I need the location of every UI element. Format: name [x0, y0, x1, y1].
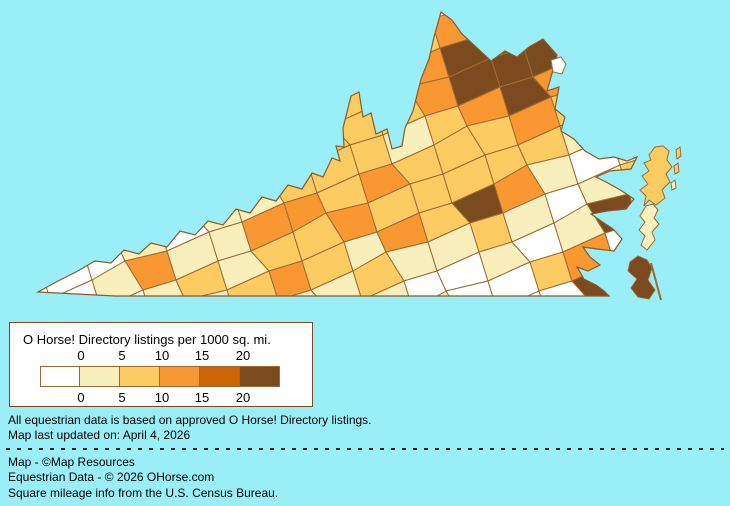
county-cell	[329, 300, 371, 320]
county-cell	[607, 28, 637, 69]
county-cell	[196, 95, 249, 136]
county-cell	[106, 192, 159, 242]
legend-tick-label: 15	[194, 348, 210, 363]
virginia-choropleth-map	[35, 11, 730, 320]
barrier-island	[673, 162, 680, 175]
eastern-shore-south	[638, 203, 660, 251]
legend-ticks-bottom: 0 5 10 15 20	[10, 390, 312, 406]
county-cell	[464, 310, 506, 320]
legend-tick-label: 0	[77, 390, 85, 405]
county-cell	[644, 107, 695, 155]
county-cell	[565, 18, 609, 59]
county-cell	[55, 182, 108, 223]
county-cell	[181, 163, 234, 213]
legend-title: O Horse! Directory listings per 1000 sq.…	[23, 332, 271, 347]
county-cell	[68, 309, 110, 320]
county-cell	[97, 172, 150, 213]
county-cell	[583, 67, 636, 117]
legend-swatch-1	[80, 366, 120, 387]
county-cell	[310, 270, 363, 296]
county-cell	[680, 194, 730, 233]
map-credit: Map - ©Map Resources	[8, 455, 135, 469]
arlington-spot	[550, 56, 567, 75]
legend-tick-label: 0	[77, 348, 85, 363]
county-cell	[38, 201, 66, 242]
legend-color-ramp	[40, 366, 280, 387]
barrier-island	[675, 146, 682, 160]
county-cell	[184, 289, 237, 296]
county-cell	[625, 57, 637, 98]
county-cell	[64, 211, 117, 252]
data-credit: Equestrian Data - © 2026 OHorse.com	[8, 470, 215, 484]
county-cell	[271, 66, 324, 107]
county-cell	[49, 279, 102, 296]
county-cell	[277, 289, 330, 296]
eastern-shore-north	[639, 145, 673, 207]
virginia-beach-area	[627, 255, 656, 300]
legend-tick-label: 20	[235, 390, 251, 405]
county-cell	[142, 279, 186, 296]
county-cell	[538, 280, 591, 296]
county-cell	[574, 38, 627, 88]
barrier-island	[670, 179, 677, 191]
census-credit: Square mileage info from the U.S. Census…	[8, 486, 279, 500]
last-updated-note: Map last updated on: April 4, 2026	[8, 428, 191, 442]
legend-swatch-4	[200, 366, 240, 387]
county-cell	[364, 66, 408, 107]
county-cell	[346, 37, 399, 78]
county-cell	[287, 310, 338, 320]
county-cell	[313, 47, 366, 97]
county-cell	[88, 143, 132, 184]
county-cell	[463, 12, 516, 39]
dashed-separator	[6, 448, 724, 450]
legend-swatch-0	[40, 366, 80, 387]
county-cell	[236, 300, 287, 320]
county-cell	[256, 134, 309, 175]
county-cell	[163, 114, 207, 155]
county-cells	[38, 12, 730, 320]
county-cell	[289, 95, 333, 136]
legend-swatch-3	[160, 366, 200, 387]
county-cell	[110, 319, 161, 320]
county-cell	[203, 319, 245, 320]
county-cell	[121, 124, 174, 174]
county-cell	[148, 182, 192, 223]
county-cell	[445, 280, 498, 296]
county-cell	[38, 172, 57, 213]
legend-tick-label: 15	[194, 390, 210, 405]
county-cell	[205, 124, 258, 165]
legend-tick-label: 20	[235, 348, 251, 363]
county-cell	[226, 270, 279, 296]
county-cell	[247, 105, 300, 155]
legend-tick-label: 5	[118, 348, 126, 363]
legend-swatch-2	[120, 366, 160, 387]
county-cell	[505, 12, 549, 20]
state-outline	[35, 11, 639, 297]
legend-box: O Horse! Directory listings per 1000 sq.…	[9, 322, 313, 407]
county-cell	[689, 214, 730, 262]
legend-tick-label: 10	[154, 390, 170, 405]
county-cell	[38, 221, 84, 271]
county-cell	[172, 134, 225, 184]
county-cell	[634, 77, 637, 127]
county-cell	[547, 12, 600, 30]
county-cell	[152, 300, 203, 320]
legend-tick-label: 10	[154, 348, 170, 363]
county-cell	[589, 12, 637, 20]
legend-tick-label: 5	[118, 390, 126, 405]
legend-ticks-top: 0 5 10 15 20	[10, 348, 312, 364]
bay-bridge-tunnel-line	[650, 262, 662, 301]
county-cell	[361, 280, 414, 296]
county-cell	[592, 96, 637, 137]
county-cell	[598, 12, 637, 40]
data-source-note: All equestrian data is based on approved…	[8, 413, 372, 427]
county-cell	[238, 85, 291, 126]
county-cell	[371, 310, 422, 320]
county-cell	[46, 153, 99, 203]
county-cell	[130, 153, 183, 194]
county-cell	[223, 153, 267, 194]
legend-swatch-5	[240, 366, 280, 387]
